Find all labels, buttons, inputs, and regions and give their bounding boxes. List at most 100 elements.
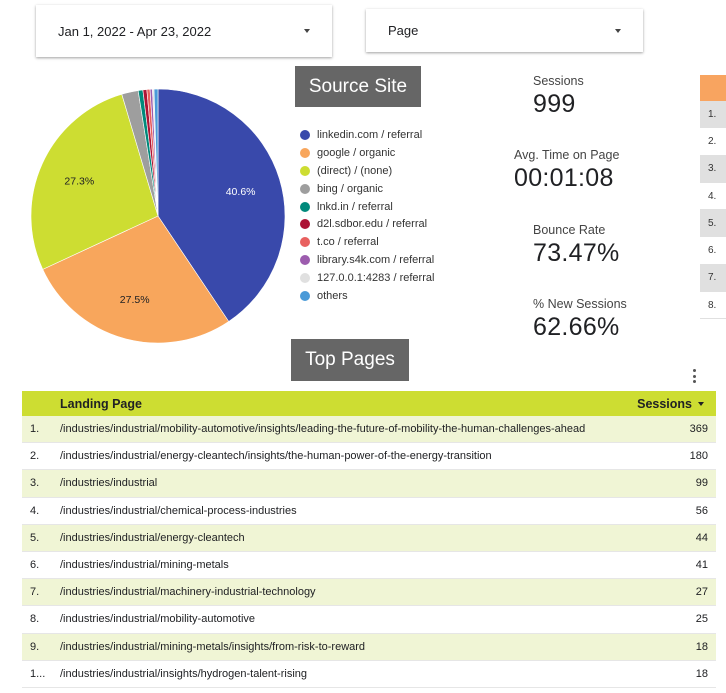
legend-item[interactable]: (direct) / (none) [300, 162, 434, 180]
row-sessions: 18 [695, 667, 708, 680]
legend-label: bing / organic [317, 182, 384, 195]
row-sessions: 99 [695, 477, 708, 490]
legend-label: linkedin.com / referral [317, 128, 423, 141]
pie-slice[interactable] [30, 93, 159, 270]
legend-item[interactable]: google / organic [300, 144, 434, 162]
kpi-new-sessions-label: % New Sessions [533, 297, 627, 311]
partial-table-header [700, 75, 726, 101]
partial-table-row: 6. [700, 237, 726, 265]
date-range-dropdown[interactable]: Jan 1, 2022 - Apr 23, 2022 [36, 5, 332, 57]
kpi-bounce-rate-label: Bounce Rate [533, 223, 606, 237]
row-index: 4. [30, 504, 40, 517]
legend-label: (direct) / (none) [317, 164, 393, 177]
partial-table-row: 4. [700, 183, 726, 211]
row-index: 7. [30, 586, 40, 599]
pie-slice[interactable] [153, 88, 159, 217]
pie-slice[interactable] [157, 88, 286, 322]
row-index: 2. [30, 450, 40, 463]
table-row[interactable]: 7. /industries/industrial/machinery-indus… [22, 579, 716, 607]
partial-table: 1. 2. 3. 4. 5. 6. 7. 8. [700, 75, 726, 320]
table-row[interactable]: 6. /industries/industrial/mining-metals 41 [22, 552, 716, 580]
column-header-landing-page[interactable]: Landing Page [60, 396, 142, 411]
legend-item[interactable]: library.s4k.com / referral [300, 251, 434, 269]
more-options-icon[interactable] [688, 368, 700, 384]
legend-color-dot [300, 129, 310, 140]
partial-table-row: 3. [700, 155, 726, 183]
source-site-pie-chart: 40.6% 27.5% 27.3% [28, 86, 288, 346]
kpi-new-sessions-value: 62.66% [533, 313, 620, 341]
kpi-sessions-value: 999 [533, 90, 576, 118]
kpi-bounce-rate: Bounce Rate 73.47% [533, 223, 620, 268]
row-sessions: 180 [689, 450, 708, 463]
legend-label: d2l.sdbor.edu / referral [317, 218, 428, 231]
row-landing-page: /industries/industrial/energy-cleantech/… [60, 450, 492, 463]
sort-desc-icon [698, 401, 704, 406]
legend-color-dot [300, 147, 310, 158]
row-sessions: 56 [695, 504, 708, 517]
row-index: 5. [30, 531, 40, 544]
row-sessions: 25 [695, 613, 708, 626]
top-pages-title: Top Pages [291, 339, 409, 381]
legend-color-dot [300, 165, 310, 176]
row-index: 1. [30, 423, 40, 436]
legend-label: library.s4k.com / referral [317, 254, 435, 267]
row-landing-page: /industries/industrial/mining-metals [60, 559, 229, 572]
legend-item[interactable]: lnkd.in / referral [300, 198, 434, 216]
legend-item[interactable]: linkedin.com / referral [300, 126, 434, 144]
column-header-sessions[interactable]: Sessions [637, 397, 716, 411]
row-sessions: 41 [695, 559, 708, 572]
table-row[interactable]: 1... /industries/industrial/insights/hydr… [22, 661, 716, 688]
top-pages-table: Landing Page Sessions 1. /industries/indu… [22, 391, 716, 688]
source-site-title: Source Site [295, 66, 421, 107]
row-landing-page: /industries/industrial/mobility-automoti… [60, 423, 586, 436]
legend-item[interactable]: t.co / referral [300, 233, 434, 251]
table-row[interactable]: 5. /industries/industrial/energy-cleantec… [22, 524, 716, 552]
row-index: 6. [30, 559, 40, 572]
row-landing-page: /industries/industrial/energy-cleantech [60, 531, 245, 544]
legend-color-dot [300, 219, 310, 230]
legend-item[interactable]: d2l.sdbor.edu / referral [300, 215, 434, 233]
legend-item[interactable]: others [300, 287, 434, 305]
legend-color-dot [300, 273, 310, 284]
legend-label: others [317, 289, 348, 302]
row-landing-page: /industries/industrial/mining-metals/ins… [60, 640, 366, 653]
legend-color-dot [300, 201, 310, 212]
partial-table-row: 5. [700, 210, 726, 238]
row-landing-page: /industries/industrial/insights/hydrogen… [60, 667, 308, 680]
row-landing-page: /industries/industrial/chemical-process-… [60, 504, 297, 517]
row-landing-page: /industries/industrial/mobility-automoti… [60, 613, 256, 626]
partial-table-row: 2. [700, 128, 726, 156]
table-row[interactable]: 1. /industries/industrial/mobility-automo… [22, 416, 716, 444]
kpi-sessions-label: Sessions [533, 74, 584, 88]
pie-svg: 40.6% 27.5% 27.3% [30, 88, 286, 344]
legend-label: google / organic [317, 146, 396, 159]
partial-table-rows: 1. 2. 3. 4. 5. 6. 7. 8. [700, 101, 726, 320]
table-row[interactable]: 4. /industries/industrial/chemical-proces… [22, 498, 716, 525]
kpi-sessions: Sessions 999 [533, 74, 584, 119]
table-row[interactable]: 2. /industries/industrial/energy-cleantec… [22, 443, 716, 471]
pie-slice-label: 27.3% [64, 175, 94, 187]
row-sessions: 44 [695, 531, 708, 544]
table-body: 1. /industries/industrial/mobility-automo… [22, 416, 716, 688]
pie-slice-label: 40.6% [226, 186, 256, 198]
table-row[interactable]: 8. /industries/industrial/mobility-automo… [22, 606, 716, 634]
row-index: 9. [30, 640, 40, 653]
table-row[interactable]: 3. /industries/industrial 99 [22, 470, 716, 498]
legend-item[interactable]: bing / organic [300, 180, 434, 198]
page-filter-dropdown[interactable]: Page [366, 9, 643, 52]
legend-item[interactable]: 127.0.0.1:4283 / referral [300, 269, 434, 287]
chevron-down-icon [304, 29, 310, 33]
kpi-new-sessions: % New Sessions 62.66% [533, 297, 627, 342]
table-row[interactable]: 9. /industries/industrial/mining-metals/i… [22, 633, 716, 661]
row-sessions: 27 [695, 586, 708, 599]
legend-color-dot [300, 183, 310, 194]
kpi-avg-time: Avg. Time on Page 00:01:08 [514, 148, 619, 193]
legend-label: lnkd.in / referral [317, 200, 393, 213]
row-index: 1... [30, 667, 46, 680]
legend-label: t.co / referral [317, 236, 379, 249]
kpi-avg-time-label: Avg. Time on Page [514, 148, 620, 162]
date-range-value: Jan 1, 2022 - Apr 23, 2022 [58, 23, 212, 39]
kpi-bounce-rate-value: 73.47% [533, 239, 620, 267]
legend-color-dot [300, 255, 310, 266]
pie-slice[interactable] [42, 215, 230, 344]
